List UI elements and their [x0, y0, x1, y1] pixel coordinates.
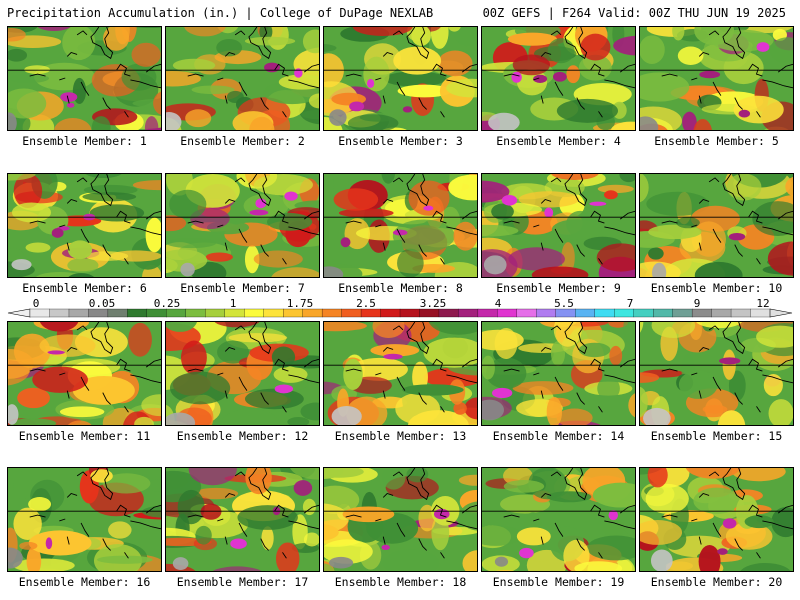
- colorbar-tick-label: 7: [626, 297, 634, 310]
- colorbar-swatch: [68, 308, 89, 318]
- ensemble-member-label: Ensemble Member: 9: [496, 281, 621, 295]
- colorbar-swatch: [614, 308, 635, 318]
- colorbar-swatch: [750, 308, 771, 318]
- colorbar-max-arrow: [769, 308, 793, 318]
- ensemble-member-map-19: [481, 467, 636, 572]
- colorbar-swatch: [399, 308, 420, 318]
- ensemble-member-map-7: [165, 173, 320, 278]
- ensemble-member-label: Ensemble Member: 15: [650, 429, 783, 443]
- colorbar-swatch: [49, 308, 70, 318]
- colorbar-tick-label: 0.05: [88, 297, 116, 310]
- ensemble-member-map-3: [323, 26, 478, 131]
- ensemble-member-map-18: [323, 467, 478, 572]
- colorbar-swatch: [438, 308, 459, 318]
- colorbar-tick-label: 1: [229, 297, 237, 310]
- ensemble-member-label: Ensemble Member: 7: [180, 281, 305, 295]
- colorbar-swatch: [146, 308, 167, 318]
- colorbar-swatch: [575, 308, 596, 318]
- ensemble-member-label: Ensemble Member: 17: [176, 575, 309, 589]
- ensemble-member-map-8: [323, 173, 478, 278]
- colorbar-tick-label: 0.25: [153, 297, 181, 310]
- colorbar-swatch: [380, 308, 401, 318]
- colorbar-swatch: [536, 308, 557, 318]
- ensemble-member-map-20: [639, 467, 794, 572]
- colorbar-swatch: [419, 308, 440, 318]
- colorbar-swatch: [205, 308, 226, 318]
- ensemble-member-label: Ensemble Member: 18: [334, 575, 467, 589]
- precip-colorbar: [7, 308, 793, 318]
- ensemble-member-label: Ensemble Member: 12: [176, 429, 309, 443]
- colorbar-swatch: [360, 308, 381, 318]
- colorbar-tick-label: 1.75: [286, 297, 314, 310]
- ensemble-member-label: Ensemble Member: 10: [650, 281, 783, 295]
- ensemble-member-map-5: [639, 26, 794, 131]
- colorbar-tick-label: 5.5: [554, 297, 574, 310]
- colorbar-swatch: [283, 308, 304, 318]
- ensemble-member-label: Ensemble Member: 4: [496, 134, 621, 148]
- colorbar-swatch: [29, 308, 50, 318]
- colorbar-swatch: [321, 308, 343, 318]
- ensemble-member-label: Ensemble Member: 3: [338, 134, 463, 148]
- colorbar-swatch: [477, 308, 498, 318]
- ensemble-member-label: Ensemble Member: 19: [492, 575, 625, 589]
- ensemble-member-map-1: [7, 26, 162, 131]
- colorbar-swatch: [244, 308, 265, 318]
- colorbar-tick-label: 12: [756, 297, 770, 310]
- colorbar-tick-label: 3.25: [419, 297, 447, 310]
- ensemble-member-map-11: [7, 321, 162, 426]
- colorbar-swatch: [224, 308, 245, 318]
- model-run-valid-time: 00Z GEFS | F264 Valid: 00Z THU JUN 19 20…: [482, 6, 786, 20]
- ensemble-member-map-10: [639, 173, 794, 278]
- colorbar-swatch: [263, 308, 284, 318]
- ensemble-member-map-15: [639, 321, 794, 426]
- ensemble-member-map-13: [323, 321, 478, 426]
- colorbar-swatch: [127, 308, 148, 318]
- colorbar-swatch: [516, 308, 537, 318]
- ensemble-member-map-16: [7, 467, 162, 572]
- colorbar-swatch: [107, 308, 128, 318]
- colorbar-swatch: [672, 308, 693, 318]
- colorbar-swatch: [458, 308, 479, 318]
- colorbar-swatch: [185, 308, 206, 318]
- ensemble-member-map-6: [7, 173, 162, 278]
- ensemble-member-map-17: [165, 467, 320, 572]
- ensemble-member-label: Ensemble Member: 16: [18, 575, 151, 589]
- ensemble-member-label: Ensemble Member: 13: [334, 429, 467, 443]
- colorbar-swatch: [88, 308, 109, 318]
- colorbar-swatch: [302, 308, 323, 318]
- ensemble-member-label: Ensemble Member: 11: [18, 429, 151, 443]
- colorbar-swatch: [166, 308, 187, 318]
- ensemble-member-label: Ensemble Member: 1: [22, 134, 147, 148]
- colorbar-tick-label: 0: [32, 297, 40, 310]
- colorbar-tick-label: 2.5: [356, 297, 376, 310]
- colorbar-min-arrow: [7, 308, 31, 318]
- colorbar-swatch: [653, 308, 674, 318]
- colorbar-swatch: [711, 308, 732, 318]
- colorbar-swatch: [633, 308, 654, 318]
- colorbar-swatch: [594, 308, 615, 318]
- ensemble-member-label: Ensemble Member: 5: [654, 134, 779, 148]
- ensemble-member-map-14: [481, 321, 636, 426]
- ensemble-member-label: Ensemble Member: 6: [22, 281, 147, 295]
- ensemble-member-map-9: [481, 173, 636, 278]
- colorbar-swatch: [341, 308, 362, 318]
- colorbar-tick-label: 9: [693, 297, 701, 310]
- colorbar-swatch: [555, 308, 576, 318]
- ensemble-member-map-2: [165, 26, 320, 131]
- colorbar-tick-label: 4: [494, 297, 502, 310]
- ensemble-member-map-4: [481, 26, 636, 131]
- colorbar-swatch: [497, 308, 518, 318]
- ensemble-member-label: Ensemble Member: 14: [492, 429, 625, 443]
- colorbar-swatch: [730, 308, 751, 318]
- ensemble-member-label: Ensemble Member: 2: [180, 134, 305, 148]
- ensemble-member-map-12: [165, 321, 320, 426]
- ensemble-member-label: Ensemble Member: 20: [650, 575, 783, 589]
- map-title: Precipitation Accumulation (in.) | Colle…: [7, 6, 434, 20]
- colorbar-swatch: [691, 308, 713, 318]
- ensemble-member-label: Ensemble Member: 8: [338, 281, 463, 295]
